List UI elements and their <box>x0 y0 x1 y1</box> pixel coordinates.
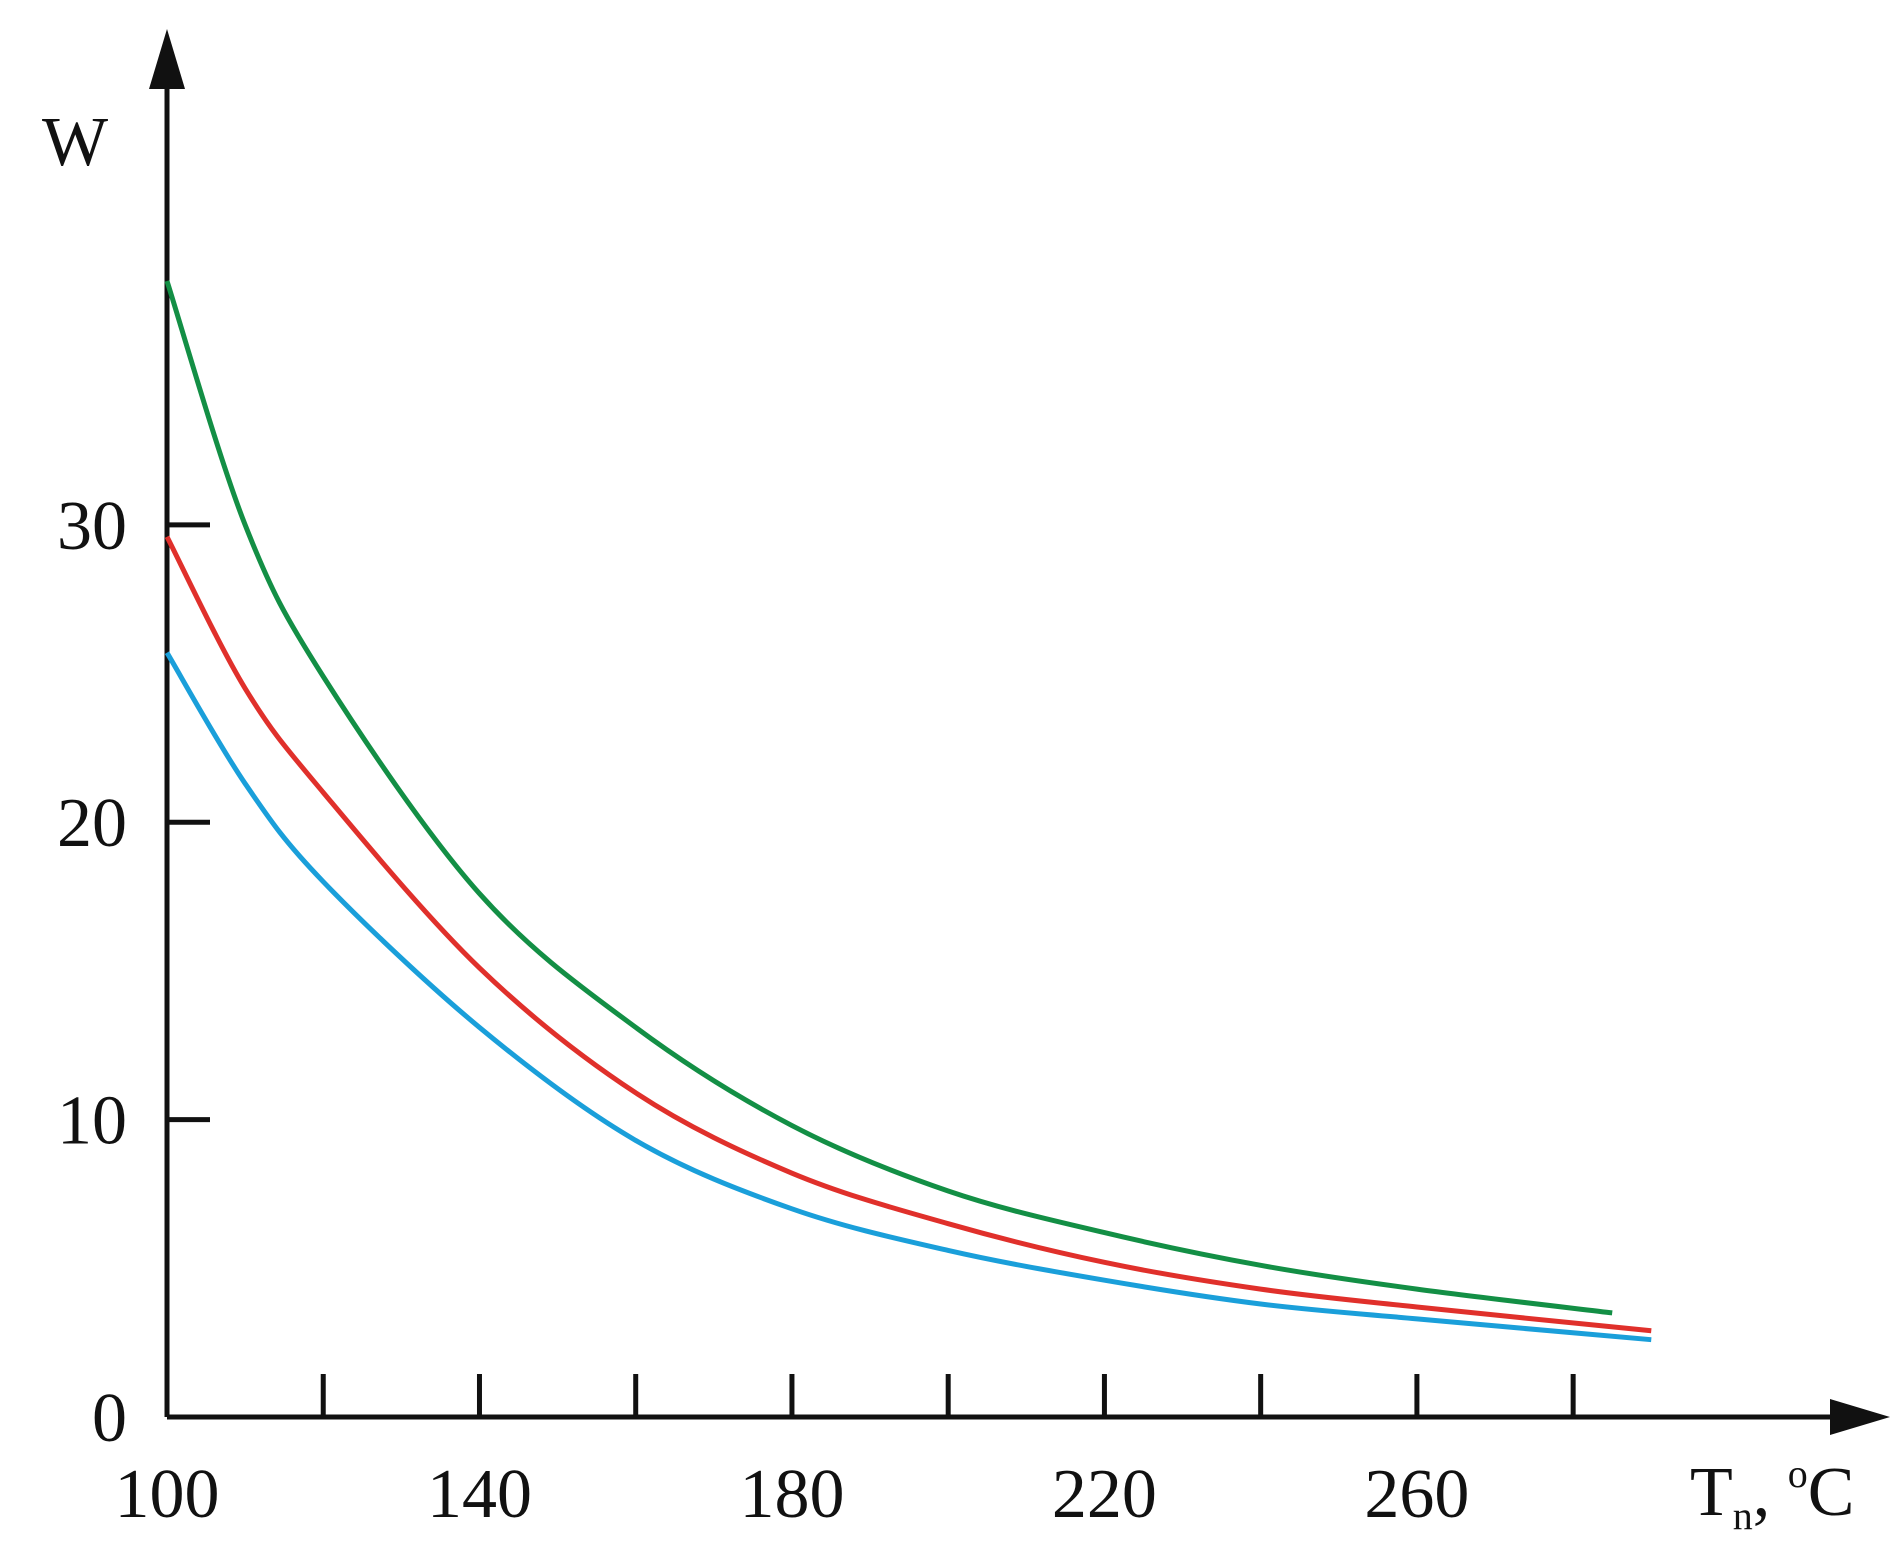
x-tick-label: 180 <box>739 1456 844 1533</box>
y-tick-label: 20 <box>57 785 127 862</box>
line-series <box>164 280 1613 1316</box>
y-tick-label: 30 <box>57 488 127 565</box>
y-axis-arrow <box>149 29 185 89</box>
x-label-mid: , <box>1753 1454 1788 1531</box>
x-axis-label: Tn, oC <box>1690 1451 1854 1538</box>
x-tick-label: 100 <box>115 1456 220 1533</box>
x-tick-label: 140 <box>427 1456 532 1533</box>
x-label-unit: C <box>1808 1454 1855 1531</box>
x-label-sub: n <box>1733 1493 1753 1538</box>
line-series <box>164 651 1652 1343</box>
x-tick-label: 260 <box>1364 1456 1469 1533</box>
y-tick-label: 0 <box>92 1380 127 1457</box>
line-series <box>164 535 1652 1334</box>
x-tick-label: 220 <box>1052 1456 1157 1533</box>
y-axis-label: W <box>42 104 108 181</box>
y-tick-label: 10 <box>57 1083 127 1160</box>
x-label-sup: o <box>1788 1451 1808 1496</box>
x-label-main: T <box>1690 1454 1733 1531</box>
x-axis-arrow <box>1830 1399 1890 1435</box>
